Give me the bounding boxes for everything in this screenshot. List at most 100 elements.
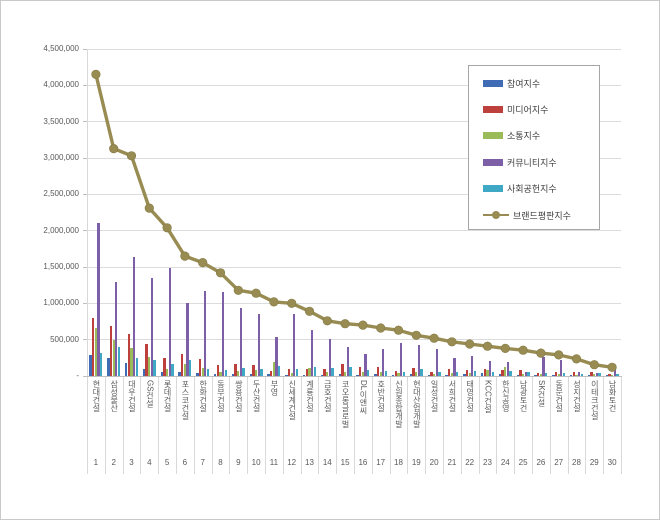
bar-참여지수 xyxy=(498,373,502,376)
bar-group xyxy=(534,49,548,376)
category-label: 쌍용건설 xyxy=(234,380,244,412)
category-label: 일성건설 xyxy=(430,380,440,412)
bar-소통지수 xyxy=(112,339,115,376)
bar-소통지수 xyxy=(290,373,293,376)
bar-group xyxy=(160,49,174,376)
category-separator xyxy=(496,377,498,474)
rank-label: 23 xyxy=(483,458,492,467)
bar-사회공헌지수 xyxy=(491,371,494,376)
category-separator xyxy=(336,377,338,474)
bar-미디어지수 xyxy=(554,372,558,376)
bar-미디어지수 xyxy=(163,357,166,376)
bar-커뮤니티지수 xyxy=(275,336,278,376)
category-separator xyxy=(603,377,605,474)
bar-사회공헌지수 xyxy=(616,374,619,376)
category-separator xyxy=(247,377,249,474)
category-separator xyxy=(514,377,516,474)
line-marker xyxy=(340,319,350,329)
bar-group xyxy=(463,49,477,376)
line-marker xyxy=(233,285,243,295)
bar-미디어지수 xyxy=(376,366,380,376)
category-separator xyxy=(389,377,391,474)
rank-label: 28 xyxy=(572,458,581,467)
rank-label: 14 xyxy=(322,458,332,467)
bar-소통지수 xyxy=(183,364,187,376)
bar-커뮤니티지수 xyxy=(168,268,171,376)
bar-커뮤니티지수 xyxy=(132,256,136,376)
bar-소통지수 xyxy=(379,372,382,376)
legend-label: 브랜드평판지수 xyxy=(513,210,571,221)
legend-item: 커뮤니티지수 xyxy=(483,149,599,175)
bar-미디어지수 xyxy=(359,367,362,376)
category-label: 태영건설 xyxy=(465,380,475,412)
line-marker xyxy=(429,333,439,343)
bar-참여지수 xyxy=(142,368,146,376)
legend-swatch xyxy=(483,132,503,140)
legend-item: 소통지수 xyxy=(483,123,599,149)
category-separator xyxy=(300,377,302,474)
bar-참여지수 xyxy=(107,357,110,376)
bar-소통지수 xyxy=(468,373,471,376)
bar-미디어지수 xyxy=(501,370,504,376)
bar-커뮤니티지수 xyxy=(364,354,367,376)
bar-group xyxy=(303,49,316,376)
rank-label: 7 xyxy=(200,458,205,467)
rank-label: 13 xyxy=(305,458,314,467)
line-marker xyxy=(554,350,564,360)
bar-미디어지수 xyxy=(287,369,291,376)
y-axis-tick xyxy=(83,302,87,304)
bar-소통지수 xyxy=(254,370,258,376)
bar-사회공헌지수 xyxy=(438,372,441,376)
y-axis-tick xyxy=(83,121,87,123)
gridline xyxy=(87,84,621,86)
gridline xyxy=(87,157,621,159)
line-marker xyxy=(411,330,421,340)
bar-커뮤니티지수 xyxy=(560,359,563,376)
bar-소통지수 xyxy=(94,328,98,376)
bar-group xyxy=(142,49,156,376)
bar-참여지수 xyxy=(267,373,270,376)
line-marker xyxy=(465,339,475,349)
rank-label: 24 xyxy=(500,458,510,467)
rank-label: 26 xyxy=(536,458,546,467)
line-marker xyxy=(518,345,528,355)
rank-label: 30 xyxy=(607,458,617,467)
category-separator xyxy=(122,377,124,474)
bar-사회공헌지수 xyxy=(117,346,121,376)
bar-참여지수 xyxy=(249,373,252,376)
bar-미디어지수 xyxy=(305,368,308,376)
bar-group xyxy=(516,49,530,376)
bar-group xyxy=(196,49,210,376)
bar-소통지수 xyxy=(504,367,507,376)
bar-커뮤니티지수 xyxy=(328,338,332,376)
category-separator xyxy=(425,377,427,474)
bar-미디어지수 xyxy=(234,363,237,376)
category-separator xyxy=(193,377,195,474)
bar-미디어지수 xyxy=(323,369,326,376)
category-label: 성지건설 xyxy=(572,380,582,412)
category-label: DL이앤씨 xyxy=(358,380,368,415)
legend-item: 참여지수 xyxy=(483,70,599,96)
line-marker xyxy=(162,223,172,233)
rank-label: 4 xyxy=(147,458,152,467)
bar-group xyxy=(231,49,245,376)
y-axis-tick-label: 3,000,000 xyxy=(43,153,79,162)
y-axis-tick-label: 3,500,000 xyxy=(43,116,79,126)
bar-사회공헌지수 xyxy=(367,370,370,376)
bar-사회공헌지수 xyxy=(402,371,405,376)
bar-참여지수 xyxy=(338,374,341,376)
category-label: 계룡건설 xyxy=(305,380,315,412)
line-marker xyxy=(536,348,546,358)
bar-소통지수 xyxy=(272,362,276,376)
legend-item: 사회공헌지수 xyxy=(483,176,599,202)
bar-참여지수 xyxy=(552,374,555,376)
bar-커뮤니티지수 xyxy=(488,360,492,376)
bar-group xyxy=(498,49,512,376)
bar-미디어지수 xyxy=(572,372,575,376)
rank-label: 18 xyxy=(394,458,403,467)
legend-label: 소통지수 xyxy=(507,131,541,142)
line-marker xyxy=(393,325,404,335)
rank-label: 27 xyxy=(554,458,564,467)
category-label: 롯데건설 xyxy=(163,380,173,412)
category-label: 한화건설 xyxy=(198,380,208,412)
